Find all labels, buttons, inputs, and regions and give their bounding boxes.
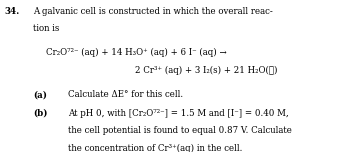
Text: 34.: 34. bbox=[4, 7, 19, 16]
Text: Cr₂O⁷²⁻ (aq) + 14 H₃O⁺ (aq) + 6 I⁻ (aq) →: Cr₂O⁷²⁻ (aq) + 14 H₃O⁺ (aq) + 6 I⁻ (aq) … bbox=[46, 48, 226, 57]
Text: (a): (a) bbox=[33, 90, 47, 99]
Text: A galvanic cell is constructed in which the overall reac-: A galvanic cell is constructed in which … bbox=[33, 7, 273, 16]
Text: Calculate ΔE° for this cell.: Calculate ΔE° for this cell. bbox=[68, 90, 184, 99]
Text: (b): (b) bbox=[33, 109, 48, 118]
Text: 2 Cr³⁺ (aq) + 3 I₂(s) + 21 H₂O(ℓ): 2 Cr³⁺ (aq) + 3 I₂(s) + 21 H₂O(ℓ) bbox=[135, 66, 278, 75]
Text: the concentration of Cr³⁺(aq) in the cell.: the concentration of Cr³⁺(aq) in the cel… bbox=[68, 144, 243, 152]
Text: tion is: tion is bbox=[33, 24, 60, 33]
Text: At pH 0, with [Cr₂O⁷²⁻] = 1.5 M and [I⁻] = 0.40 M,: At pH 0, with [Cr₂O⁷²⁻] = 1.5 M and [I⁻]… bbox=[68, 109, 289, 118]
Text: the cell potential is found to equal 0.87 V. Calculate: the cell potential is found to equal 0.8… bbox=[68, 126, 292, 135]
